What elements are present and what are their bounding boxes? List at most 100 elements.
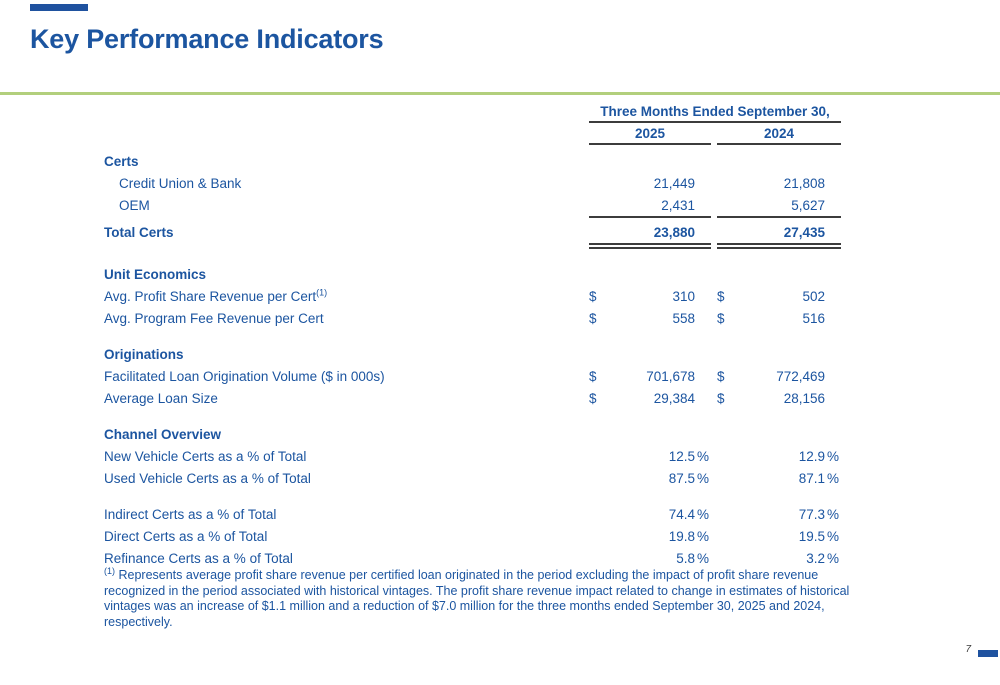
- row-label: Credit Union & Bank: [119, 175, 242, 191]
- value: 5,627: [791, 197, 825, 213]
- table-row: Refinance Certs as a % of Total 5.8% 3.2%: [104, 547, 841, 569]
- row-spacer: [104, 489, 841, 503]
- row-spacer: [104, 251, 841, 263]
- row-label: Total Certs: [104, 224, 174, 240]
- value-cell: 87.5%: [589, 471, 711, 486]
- percent-symbol: %: [826, 506, 839, 522]
- value-cell: 5.8%: [589, 551, 711, 566]
- row-label: Channel Overview: [104, 426, 222, 442]
- row-spacer: [104, 329, 841, 343]
- currency-symbol: $: [589, 288, 597, 304]
- value-cell: 19.5%: [717, 529, 841, 544]
- value: 28,156: [783, 390, 825, 406]
- percent-symbol: %: [826, 448, 839, 464]
- row-label: Facilitated Loan Origination Volume ($ i…: [104, 368, 385, 384]
- currency-symbol: $: [717, 310, 725, 326]
- percent-symbol: %: [696, 506, 709, 522]
- percent-symbol: %: [826, 470, 839, 486]
- title-divider-line: [0, 92, 1000, 95]
- value: 87.1: [798, 470, 825, 486]
- footnote-marker: (1): [104, 565, 115, 576]
- value-cell: 74.4%: [589, 507, 711, 522]
- period-header: Three Months Ended September 30,: [600, 104, 830, 119]
- value-cell: 12.9%: [717, 449, 841, 464]
- table-row: OEM 2,431 5,627: [104, 194, 841, 216]
- row-label: Used Vehicle Certs as a % of Total: [104, 470, 311, 486]
- table-row: Indirect Certs as a % of Total 74.4% 77.3%: [104, 503, 841, 525]
- value-cell: $28,156: [717, 391, 841, 406]
- column-header-2025: 2025: [634, 126, 666, 141]
- row-label: Refinance Certs as a % of Total: [104, 550, 293, 566]
- value: 77.3: [798, 506, 825, 522]
- value-cell: 2,431: [589, 198, 711, 213]
- value: 19.8: [668, 528, 695, 544]
- period-header-rule: [104, 121, 841, 124]
- table-row: Average Loan Size $29,384 $28,156: [104, 387, 841, 409]
- table-row: Avg. Program Fee Revenue per Cert $558 $51…: [104, 307, 841, 329]
- currency-symbol: $: [717, 390, 725, 406]
- table-years-row: 2025 2024: [104, 124, 841, 143]
- table-row: Used Vehicle Certs as a % of Total 87.5% 8…: [104, 467, 841, 489]
- currency-symbol: $: [589, 390, 597, 406]
- value: 29,384: [653, 390, 695, 406]
- value-cell: $772,469: [717, 369, 841, 384]
- table-row: Facilitated Loan Origination Volume ($ i…: [104, 365, 841, 387]
- value: 74.4: [668, 506, 695, 522]
- value: 21,808: [783, 175, 825, 191]
- value-cell: 77.3%: [717, 507, 841, 522]
- row-label: New Vehicle Certs as a % of Total: [104, 448, 307, 464]
- value: 87.5: [668, 470, 695, 486]
- footnote-text: Represents average profit share revenue …: [104, 568, 850, 629]
- table-row: Total Certs 23,880 27,435: [104, 221, 841, 243]
- percent-symbol: %: [696, 470, 709, 486]
- page-number: 7: [965, 644, 971, 655]
- value: 12.9: [798, 448, 825, 464]
- table-row: Direct Certs as a % of Total 19.8% 19.5%: [104, 525, 841, 547]
- value: 558: [672, 310, 695, 326]
- table-row: New Vehicle Certs as a % of Total 12.5% 12…: [104, 445, 841, 467]
- percent-symbol: %: [696, 528, 709, 544]
- table-section-row: Channel Overview: [104, 423, 841, 445]
- value-cell: $502: [717, 289, 841, 304]
- value: 772,469: [776, 368, 825, 384]
- value-cell: 3.2%: [717, 551, 841, 566]
- value-cell: $29,384: [589, 391, 711, 406]
- row-label: Average Loan Size: [104, 390, 218, 406]
- value-cell: 21,449: [589, 176, 711, 191]
- value-cell: 12.5%: [589, 449, 711, 464]
- years-header-rules: [104, 143, 841, 147]
- value-cell: 87.1%: [717, 471, 841, 486]
- value: 27,435: [783, 224, 825, 240]
- table-row: Credit Union & Bank 21,449 21,808: [104, 172, 841, 194]
- value: 2,431: [661, 197, 695, 213]
- value-cell: $558: [589, 311, 711, 326]
- kpi-table: Three Months Ended September 30, 2025 20…: [104, 100, 841, 569]
- row-label: Certs: [104, 153, 139, 169]
- subtotal-rule: [104, 216, 841, 221]
- currency-symbol: $: [717, 368, 725, 384]
- value: 12.5: [668, 448, 695, 464]
- percent-symbol: %: [826, 550, 839, 566]
- percent-symbol: %: [696, 448, 709, 464]
- row-spacer: [104, 409, 841, 423]
- value: 502: [802, 288, 825, 304]
- percent-symbol: %: [826, 528, 839, 544]
- currency-symbol: $: [589, 368, 597, 384]
- column-header-2024: 2024: [763, 126, 795, 141]
- page-title: Key Performance Indicators: [30, 24, 384, 54]
- value-cell: $310: [589, 289, 711, 304]
- currency-symbol: $: [589, 310, 597, 326]
- value-cell: 27,435: [717, 225, 841, 240]
- bottom-right-accent-bar: [978, 650, 998, 657]
- footnote-reference: (1): [316, 287, 328, 297]
- top-left-accent-bar: [30, 4, 88, 11]
- value-cell: $516: [717, 311, 841, 326]
- row-label: Direct Certs as a % of Total: [104, 528, 268, 544]
- table-section-row: Unit Economics: [104, 263, 841, 285]
- total-double-rule: [104, 243, 841, 251]
- value-cell: 5,627: [717, 198, 841, 213]
- value: 701,678: [646, 368, 695, 384]
- row-label: OEM: [119, 197, 150, 213]
- table-body: Certs Credit Union & Bank 21,449 21,808 OEM 2…: [104, 150, 841, 569]
